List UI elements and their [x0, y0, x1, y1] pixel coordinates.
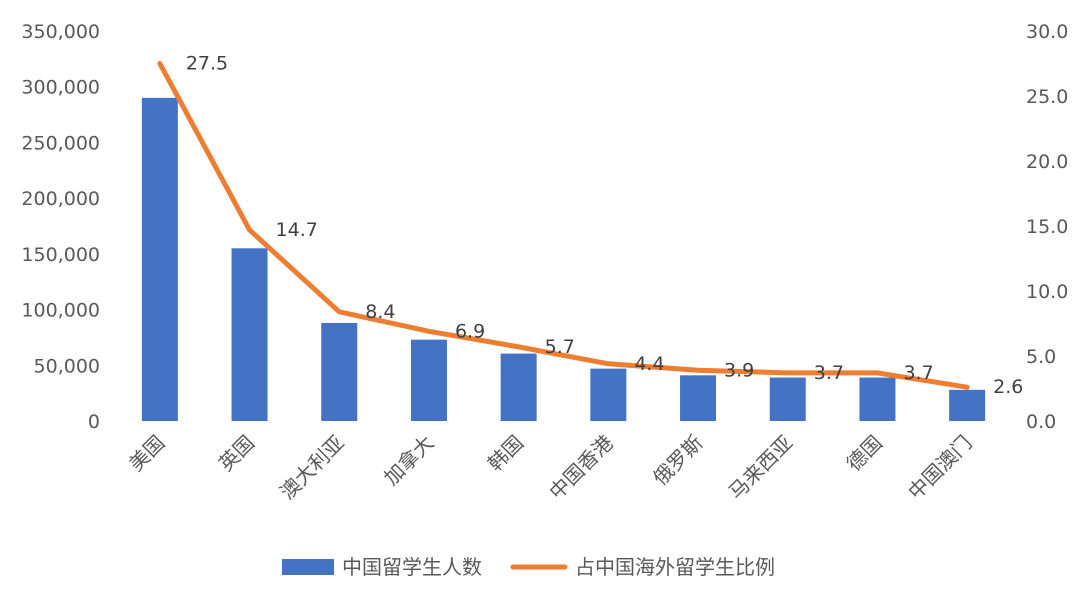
- line-data-label: 8.4: [365, 301, 395, 323]
- category-label: 加拿大: [379, 431, 438, 490]
- legend-line-label: 占中国海外留学生比例: [575, 555, 775, 579]
- line-data-label: 14.7: [276, 219, 318, 241]
- bar: [859, 378, 895, 421]
- bar: [501, 354, 537, 421]
- line-data-label: 2.6: [993, 376, 1023, 398]
- bar: [770, 378, 806, 421]
- line-data-label: 3.9: [724, 359, 754, 381]
- line-data-label: 4.4: [634, 353, 664, 375]
- line-data-labels: 27.5 14.7 8.4 6.9 5.7 4.4 3.9 3.7 3.7 2.6: [186, 53, 1024, 399]
- left-axis-tick-label: 0: [88, 411, 100, 433]
- category-label: 俄罗斯: [648, 431, 707, 490]
- left-axis-tick-label: 350,000: [21, 21, 100, 43]
- right-axis-tick-label: 25.0: [1026, 86, 1068, 108]
- right-axis-tick-label: 30.0: [1026, 21, 1068, 43]
- category-label: 德国: [842, 431, 887, 476]
- line-data-label: 27.5: [186, 53, 228, 75]
- left-axis-tick-label: 200,000: [21, 188, 100, 210]
- category-label: 美国: [124, 431, 169, 476]
- right-axis-tick-label: 20.0: [1026, 151, 1068, 173]
- left-axis-tick-label: 300,000: [21, 77, 100, 99]
- line-data-label: 3.7: [903, 362, 933, 384]
- left-axis-tick-label: 50,000: [34, 355, 100, 377]
- category-label: 中国澳门: [903, 431, 977, 505]
- bar: [321, 323, 357, 421]
- right-axis-tick-label: 0.0: [1026, 411, 1056, 433]
- category-label: 澳大利亚: [275, 431, 349, 505]
- category-label: 韩国: [483, 431, 528, 476]
- line-data-label: 3.7: [814, 362, 844, 384]
- left-axis-tick-label: 150,000: [21, 244, 100, 266]
- bar: [949, 390, 985, 421]
- right-y-axis: 0.0 5.0 10.0 15.0 20.0 25.0 30.0: [1026, 21, 1068, 433]
- bar: [232, 248, 268, 421]
- right-axis-tick-label: 5.0: [1026, 346, 1056, 368]
- category-label: 中国香港: [544, 431, 618, 505]
- left-axis-tick-label: 100,000: [21, 300, 100, 322]
- category-axis: 美国英国澳大利亚加拿大韩国中国香港俄罗斯马来西亚德国中国澳门: [124, 431, 977, 505]
- bar: [590, 369, 626, 421]
- bar: [411, 340, 447, 421]
- legend-bar-swatch: [282, 559, 334, 575]
- bar: [680, 375, 716, 421]
- line-data-label: 6.9: [455, 320, 485, 342]
- legend-bar-label: 中国留学生人数: [342, 555, 482, 579]
- right-axis-tick-label: 10.0: [1026, 281, 1068, 303]
- line-data-label: 5.7: [545, 336, 575, 358]
- right-axis-tick-label: 15.0: [1026, 216, 1068, 238]
- category-label: 英国: [214, 431, 259, 476]
- bar: [142, 98, 178, 421]
- legend: 中国留学生人数 占中国海外留学生比例: [282, 555, 775, 579]
- left-axis-tick-label: 250,000: [21, 132, 100, 154]
- left-y-axis: 0 50,000 100,000 150,000 200,000 250,000 300,0…: [21, 21, 100, 433]
- category-label: 马来西亚: [724, 431, 798, 505]
